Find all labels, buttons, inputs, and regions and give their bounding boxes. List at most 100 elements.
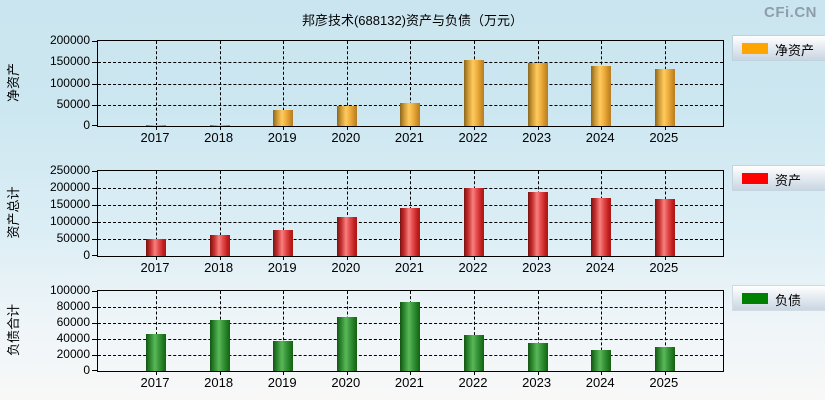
net-assets-chart: 净资产 0 50000 100000 150000 200000 2017 2018 201… bbox=[0, 33, 825, 147]
legend-swatch-icon bbox=[742, 173, 768, 184]
y-tick-mark bbox=[92, 188, 98, 189]
y-tick-label: 100000 bbox=[49, 214, 90, 228]
plot-area bbox=[92, 170, 724, 260]
v-gridline bbox=[601, 291, 603, 371]
x-tick-label: 2021 bbox=[394, 260, 424, 275]
x-tick-mark bbox=[410, 256, 412, 260]
bar-2020 bbox=[336, 106, 357, 126]
x-tick-label: 2022 bbox=[458, 375, 488, 390]
x-tick-label: 2020 bbox=[331, 375, 361, 390]
v-gridline bbox=[283, 41, 285, 126]
x-tick-label: 2024 bbox=[585, 130, 615, 145]
y-tick-mark bbox=[92, 222, 98, 223]
v-gridline bbox=[346, 41, 348, 126]
x-tick-label: 2025 bbox=[649, 130, 679, 145]
v-gridline bbox=[664, 291, 666, 371]
x-tick-mark bbox=[283, 371, 285, 375]
y-axis: 0 20000 40000 60000 80000 100000 bbox=[28, 283, 90, 377]
y-tick-label: 200000 bbox=[49, 180, 90, 194]
v-gridline bbox=[156, 171, 157, 256]
bar-2021 bbox=[400, 102, 421, 126]
y-tick-label: 150000 bbox=[49, 197, 90, 211]
x-axis: 2017 2018 2019 2020 2021 2022 2023 2024 2025 bbox=[97, 373, 722, 390]
y-tick-mark bbox=[92, 323, 98, 324]
bar-2022 bbox=[464, 335, 484, 371]
bar-2023 bbox=[527, 342, 548, 371]
x-tick-mark bbox=[219, 371, 221, 375]
bar-2022 bbox=[464, 59, 484, 126]
x-tick-mark bbox=[474, 256, 475, 260]
bar-2019 bbox=[273, 109, 294, 126]
x-tick-label: 2019 bbox=[267, 130, 297, 145]
x-tick-label: 2025 bbox=[649, 260, 679, 275]
x-tick-label: 2022 bbox=[458, 260, 488, 275]
y-tick-label: 250000 bbox=[49, 163, 90, 177]
legend: 净资产 bbox=[733, 36, 825, 60]
bar-2020 bbox=[336, 217, 357, 256]
y-tick-mark bbox=[92, 370, 98, 371]
x-tick-mark bbox=[346, 256, 348, 260]
plot-area bbox=[92, 40, 724, 130]
v-gridline bbox=[156, 41, 157, 126]
bar-2017 bbox=[146, 238, 166, 256]
x-tick-mark bbox=[346, 126, 348, 130]
x-axis: 2017 2018 2019 2020 2021 2022 2023 2024 2025 bbox=[97, 128, 722, 145]
bar-2017 bbox=[146, 333, 166, 371]
y-axis: 0 50000 100000 150000 200000 bbox=[28, 33, 90, 132]
y-tick-mark bbox=[92, 41, 98, 42]
x-tick-label: 2017 bbox=[140, 130, 170, 145]
bar-2024 bbox=[591, 197, 612, 256]
cfi-logo[interactable]: CFi.CN bbox=[764, 4, 817, 21]
v-gridline bbox=[156, 291, 157, 371]
y-axis-label: 负债合计 bbox=[6, 304, 21, 357]
v-gridline bbox=[474, 291, 475, 371]
y-tick-mark bbox=[92, 104, 98, 106]
legend-swatch-icon bbox=[742, 293, 768, 304]
y-tick-label: 80000 bbox=[56, 299, 90, 313]
bar-2018 bbox=[209, 320, 230, 371]
x-tick-mark bbox=[283, 256, 285, 260]
v-gridline bbox=[410, 41, 412, 126]
x-tick-mark bbox=[474, 371, 475, 375]
v-gridline bbox=[219, 171, 221, 256]
v-gridline bbox=[346, 171, 348, 256]
x-tick-label: 2020 bbox=[331, 260, 361, 275]
bar-2020 bbox=[336, 316, 357, 371]
x-tick-mark bbox=[283, 126, 285, 130]
y-tick-mark bbox=[92, 62, 98, 64]
bar-2022 bbox=[464, 187, 484, 256]
x-tick-mark bbox=[474, 126, 475, 130]
y-tick-mark bbox=[92, 339, 98, 340]
y-tick-mark bbox=[92, 205, 98, 206]
x-tick-mark bbox=[537, 371, 539, 375]
x-tick-label: 2023 bbox=[522, 260, 552, 275]
x-tick-label: 2020 bbox=[331, 130, 361, 145]
v-gridline bbox=[219, 41, 221, 126]
y-tick-mark bbox=[92, 307, 98, 308]
y-tick-label: 40000 bbox=[56, 331, 90, 345]
chart-title: 邦彦技术(688132)资产与负债（万元） bbox=[301, 13, 524, 28]
y-tick-mark bbox=[92, 239, 98, 240]
x-tick-label: 2019 bbox=[267, 375, 297, 390]
y-tick-mark bbox=[92, 125, 98, 126]
bar-2019 bbox=[273, 229, 294, 256]
y-tick-label: 0 bbox=[83, 118, 90, 132]
x-tick-label: 2024 bbox=[585, 375, 615, 390]
x-tick-mark bbox=[601, 126, 603, 130]
x-tick-mark bbox=[219, 256, 221, 260]
bar-2018 bbox=[209, 234, 230, 256]
legend-label: 负债 bbox=[775, 293, 802, 308]
y-tick-mark bbox=[92, 255, 98, 256]
v-gridline bbox=[537, 291, 539, 371]
legend-swatch-icon bbox=[742, 43, 768, 54]
v-gridline bbox=[283, 171, 285, 256]
y-tick-mark bbox=[92, 83, 98, 85]
y-tick-mark bbox=[92, 291, 98, 292]
bar-2025 bbox=[654, 199, 675, 256]
x-tick-mark bbox=[410, 371, 412, 375]
bar-2025 bbox=[654, 346, 675, 371]
x-tick-label: 2023 bbox=[522, 130, 552, 145]
x-tick-mark bbox=[410, 126, 412, 130]
x-tick-label: 2018 bbox=[204, 375, 234, 390]
